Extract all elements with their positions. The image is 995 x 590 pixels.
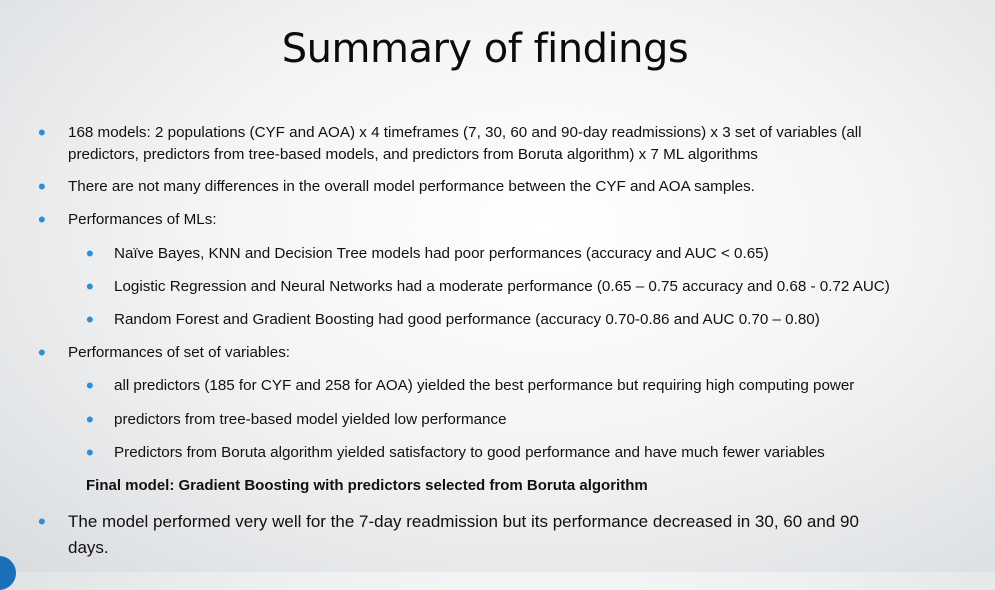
bullet-text: days. [68, 538, 109, 557]
bullet-dot-icon: • [86, 307, 94, 332]
bullet-dot-icon: • [86, 241, 94, 266]
bullet-dot-icon: • [86, 274, 94, 299]
bullet-dot-icon: • [86, 407, 94, 432]
sub-bullet-text: all predictors (185 for CYF and 258 for … [114, 377, 855, 394]
bullet-dot-icon: • [38, 120, 46, 145]
bullet-text: Performances of MLs: [68, 211, 217, 228]
bullet-text: There are not many differences in the ov… [68, 178, 755, 195]
bullet-text: The model performed very well for the 7-… [68, 512, 859, 531]
sub-bullet-text: Logistic Regression and Neural Networks … [114, 278, 890, 295]
bullet-dot-icon: • [38, 509, 46, 534]
bullet-text: Performances of set of variables: [68, 344, 291, 361]
bullet-dot-icon: • [38, 340, 46, 365]
sub-bullet-text: Naïve Bayes, KNN and Decision Tree model… [114, 245, 769, 262]
slide-title: Summary of findings [281, 26, 689, 72]
bullet-text: 168 models: 2 populations (CYF and AOA) … [68, 124, 862, 141]
bullet-dot-icon: • [86, 440, 94, 465]
bullet-list: • 168 models: 2 populations (CYF and AOA… [38, 120, 890, 558]
sub-bullet-text: Random Forest and Gradient Boosting had … [114, 311, 820, 328]
sub-bullet-text: Predictors from Boruta algorithm yielded… [114, 444, 825, 461]
bullet-dot-icon: • [86, 373, 94, 398]
sub-bullet-text: predictors from tree-based model yielded… [114, 411, 507, 428]
bullet-dot-icon: • [38, 207, 46, 232]
bullet-dot-icon: • [38, 174, 46, 199]
final-model-text: Final model: Gradient Boosting with pred… [86, 477, 648, 494]
bullet-text: predictors, predictors from tree-based m… [68, 146, 758, 163]
